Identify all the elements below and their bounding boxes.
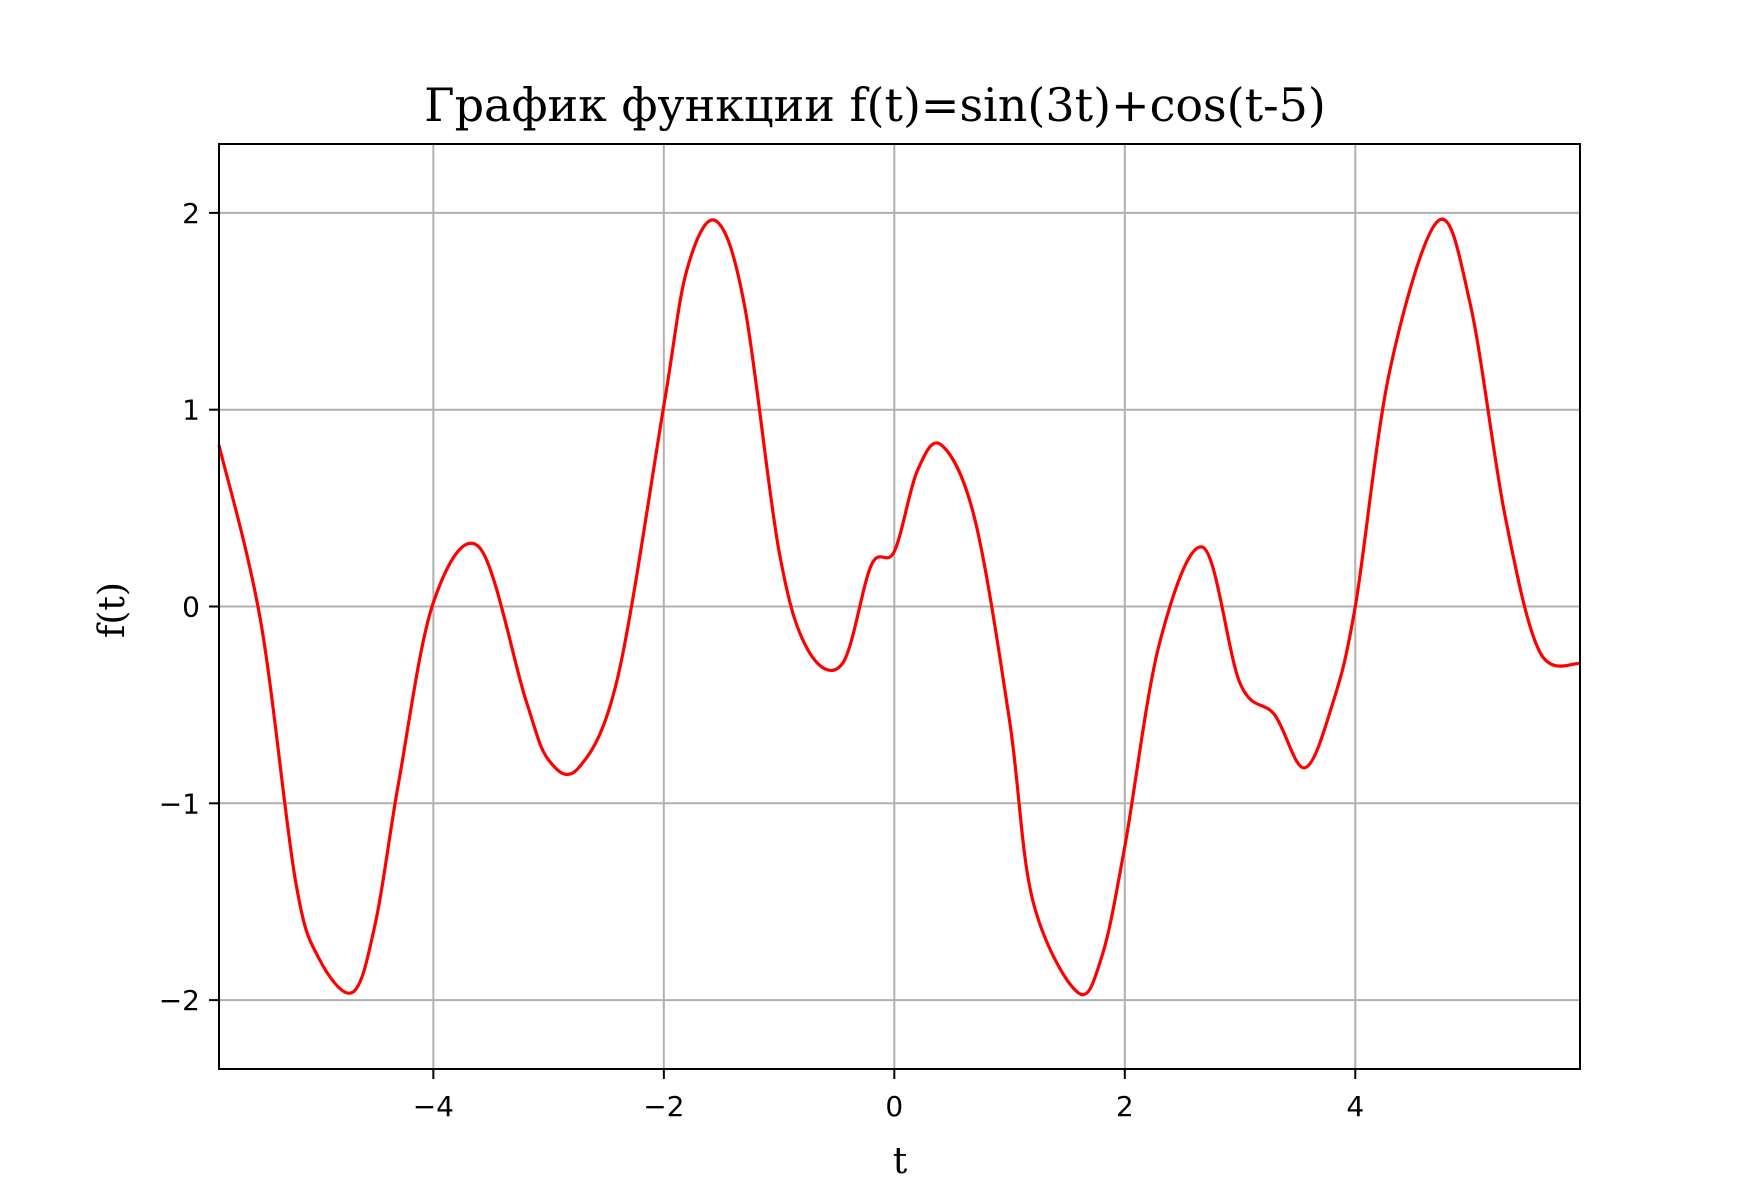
y-axis-ticks: −2 −1 0 1 2 (159, 197, 219, 1017)
curve-layer (217, 217, 1581, 997)
x-tick-label: 0 (885, 1090, 903, 1123)
grid-lines (219, 144, 1580, 1069)
y-tick-label: −1 (159, 787, 200, 820)
x-axis-ticks: −4 −2 0 2 4 (413, 1069, 1364, 1123)
x-tick-label: −2 (643, 1090, 684, 1123)
y-tick-label: 0 (182, 591, 200, 624)
y-tick-label: 1 (182, 394, 200, 427)
y-tick-label: 2 (182, 197, 200, 230)
y-tick-label: −2 (159, 984, 200, 1017)
x-tick-label: 4 (1346, 1090, 1364, 1123)
series-line-0 (217, 217, 1581, 997)
x-axis-label: t (893, 1141, 908, 1182)
x-tick-label: −4 (413, 1090, 454, 1123)
y-axis-label: f(t) (92, 582, 133, 638)
x-tick-label: 2 (1116, 1090, 1134, 1123)
chart-title: График функции f(t)=sin(3t)+cos(t-5) (424, 78, 1326, 132)
